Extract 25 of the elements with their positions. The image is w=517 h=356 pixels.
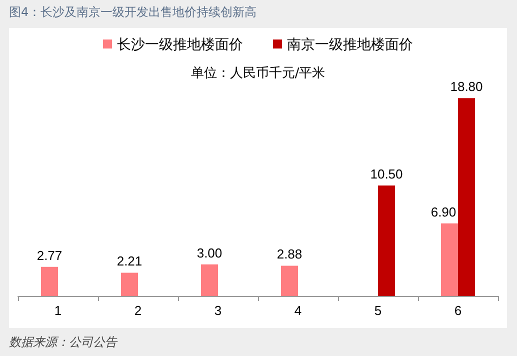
bar [281, 266, 298, 296]
x-tick-label: 6 [454, 303, 462, 318]
bar [458, 98, 475, 296]
data-label: 2.21 [116, 254, 142, 269]
data-label: 3.00 [196, 245, 222, 260]
legend-label: 南京一级推地楼面价 [287, 36, 413, 52]
data-label: 2.88 [276, 246, 302, 262]
data-label: 6.90 [430, 204, 456, 220]
x-tick-label: 3 [214, 303, 222, 318]
chart-subtitle: 单位：人民币千元/平米 [190, 66, 326, 81]
x-tick-label: 2 [134, 303, 142, 318]
bar [441, 223, 458, 296]
bar [121, 272, 138, 296]
bar [378, 186, 395, 296]
chart-title: 图4：长沙及南京一级开发出售地价持续创新高 [9, 4, 257, 21]
data-label: 10.50 [370, 166, 403, 182]
x-tick-label: 1 [54, 303, 62, 318]
bar [201, 264, 218, 296]
data-label: 18.80 [450, 79, 483, 94]
x-tick-label: 4 [294, 303, 302, 318]
source-note: 数据来源：公司公告 [9, 334, 117, 351]
x-tick-label: 5 [374, 303, 382, 318]
data-label: 2.77 [36, 248, 62, 263]
legend-label: 长沙一级推地楼面价 [117, 36, 243, 52]
bar [41, 266, 58, 296]
